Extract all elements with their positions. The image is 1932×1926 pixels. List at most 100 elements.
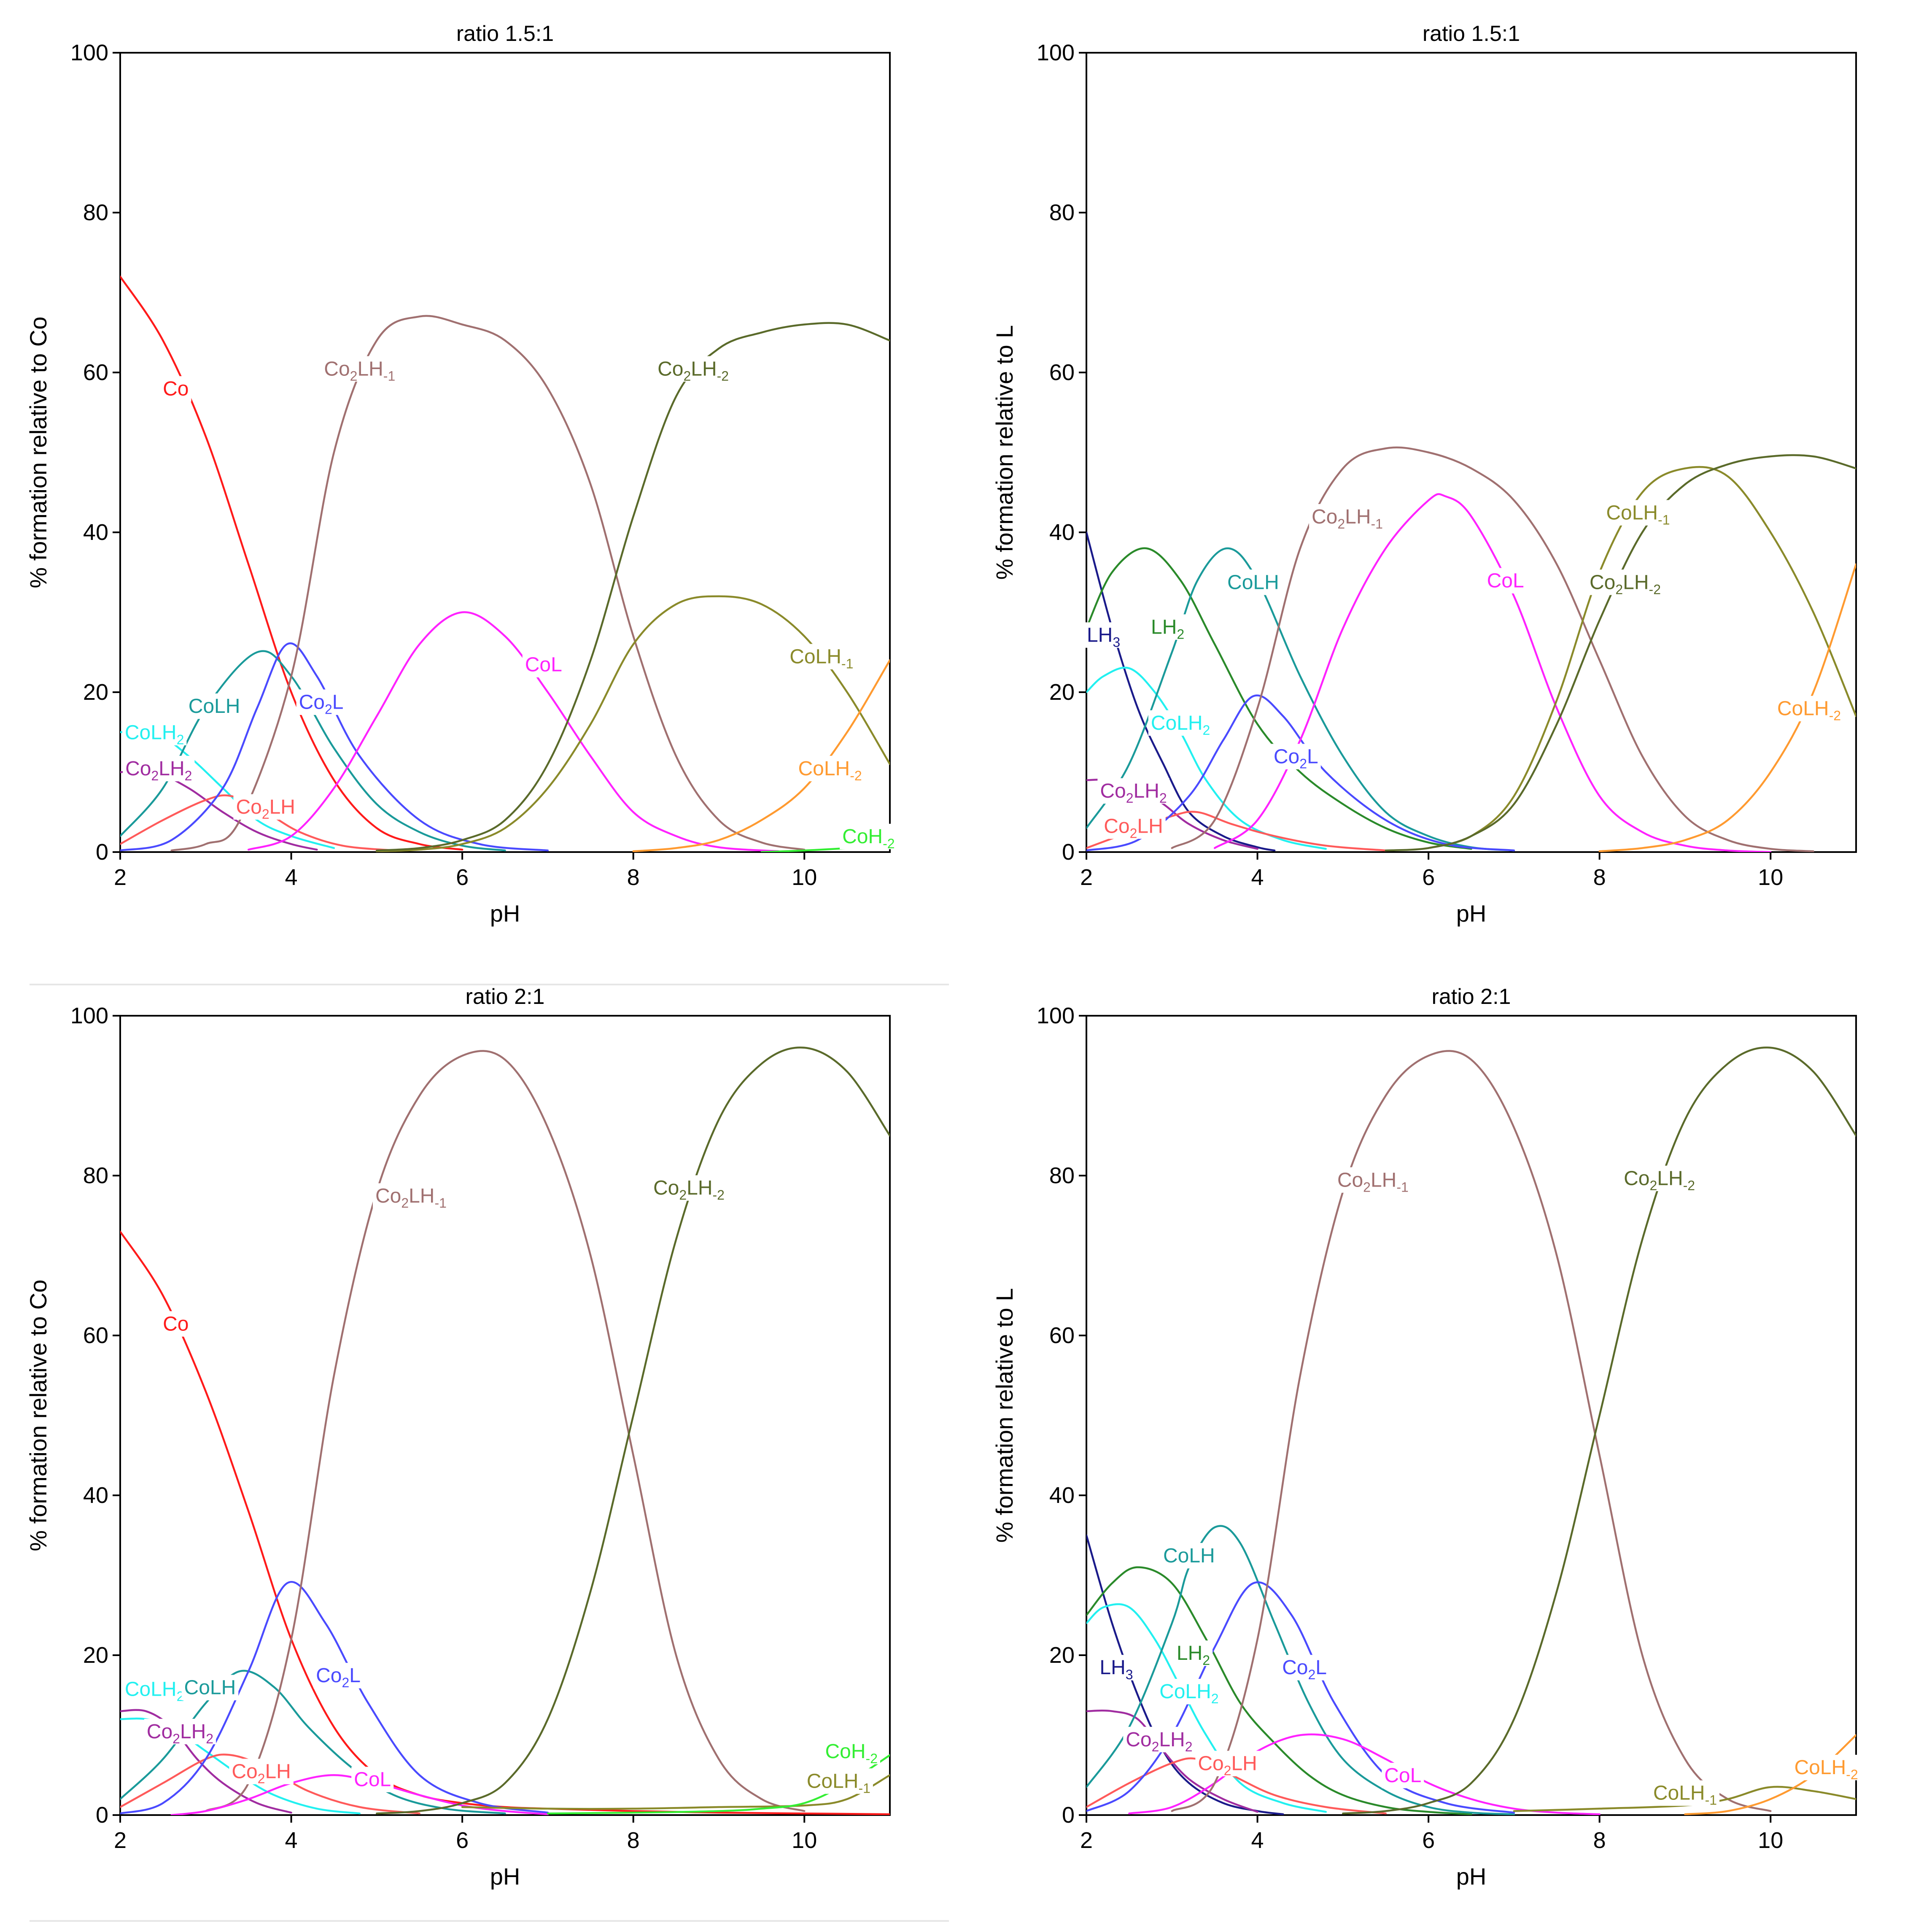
series-line-col bbox=[1128, 1733, 1601, 1815]
series-label-co2l: Co2L bbox=[316, 1664, 361, 1690]
chart-bottom-right: ratio 2:1 0 20 40 60 80 100 2 4 6 8 10 pH % formation… bbox=[966, 963, 1932, 1926]
series-label-colh-2: CoLH-2 bbox=[1794, 1756, 1858, 1782]
plot-frame bbox=[1086, 52, 1857, 853]
y-tick-label: 20 bbox=[83, 1643, 108, 1668]
y-tick-label: 60 bbox=[1049, 1323, 1075, 1348]
chart-bottom-left-svg: ratio 2:1 0 20 40 60 80 100 2 4 6 8 10 pH % formation… bbox=[25, 985, 891, 1890]
x-tick-label: 10 bbox=[1758, 1828, 1783, 1853]
series-label-bg bbox=[650, 1175, 727, 1201]
y-tick-label: 80 bbox=[1049, 200, 1075, 225]
y-tick-label: 100 bbox=[70, 1003, 108, 1028]
x-tick-label: 2 bbox=[114, 1828, 127, 1853]
series-line-co2lh-2 bbox=[1385, 454, 1856, 852]
series-line-colh-1 bbox=[461, 1774, 890, 1810]
series-line-co2lh2 bbox=[120, 1709, 292, 1814]
series-line-colh bbox=[1086, 1525, 1515, 1815]
series-label-bg bbox=[1792, 1755, 1861, 1780]
series-label-col: CoL bbox=[1487, 570, 1524, 592]
series-label-bg bbox=[123, 755, 195, 782]
series-label-co: Co bbox=[163, 378, 189, 400]
x-tick-label: 8 bbox=[627, 1828, 640, 1853]
separator-line bbox=[30, 984, 949, 985]
plot-frame bbox=[119, 1015, 891, 1816]
series-label-bg bbox=[181, 1675, 239, 1700]
x-axis-label: pH bbox=[1456, 900, 1487, 927]
chart-bottom-left: ratio 2:1 0 20 40 60 80 100 2 4 6 8 10 pH % formation… bbox=[0, 963, 966, 1926]
y-tick-label: 60 bbox=[83, 360, 108, 385]
series-label-colh: CoLH bbox=[184, 1677, 236, 1699]
y-tick-label: 0 bbox=[1062, 1802, 1075, 1828]
series-label-co2lh2: Co2LH2 bbox=[1126, 1729, 1192, 1754]
series-line-co2lh-1 bbox=[1171, 446, 1814, 852]
series-line-co bbox=[120, 1230, 890, 1815]
series-label-bg bbox=[229, 1759, 294, 1784]
series-label-lh2: LH2 bbox=[1151, 616, 1184, 642]
y-tick-label: 0 bbox=[96, 839, 108, 865]
series-line-colh-1 bbox=[1427, 466, 1856, 849]
x-tick-label: 8 bbox=[1593, 1828, 1606, 1853]
series-label-bg bbox=[1382, 1763, 1424, 1788]
x-tick-label: 4 bbox=[285, 1828, 298, 1853]
series-line-co2lh-1 bbox=[1171, 1050, 1772, 1812]
series-line-colh-2 bbox=[1598, 563, 1856, 852]
series-label-colh-1: CoLH-1 bbox=[807, 1770, 870, 1796]
x-tick-label: 10 bbox=[792, 1828, 817, 1853]
series-label-colh: CoLH bbox=[1163, 1545, 1215, 1567]
y-tick-label: 80 bbox=[1049, 1163, 1075, 1188]
series-label-bg bbox=[1160, 1543, 1218, 1569]
chart-top-left-svg: ratio 1.5:1 0 20 40 60 80 100 2 4 6 8 10 pH % formati… bbox=[25, 22, 897, 927]
series-label-co2lh-2: Co2LH-2 bbox=[1624, 1167, 1695, 1193]
series-label-bg bbox=[1334, 1167, 1411, 1193]
series-label-bg bbox=[1148, 614, 1187, 640]
series-label-co2l: Co2L bbox=[299, 691, 344, 717]
series-line-co2lh-1 bbox=[170, 315, 806, 852]
y-tick-label: 20 bbox=[1049, 1643, 1075, 1668]
series-line-co2lh2 bbox=[1086, 1710, 1258, 1813]
series-label-bg bbox=[233, 794, 298, 820]
separator-line-bottom bbox=[30, 1920, 949, 1922]
series-line-co2l bbox=[1086, 694, 1515, 852]
series-label-co2lh: Co2LH bbox=[236, 796, 295, 822]
series-label-co2lh2: Co2LH2 bbox=[1100, 780, 1167, 806]
series-label-col: CoL bbox=[354, 1769, 391, 1791]
series-label-coh-2: CoH-2 bbox=[825, 1740, 878, 1766]
chart-title: ratio 1.5:1 bbox=[1423, 22, 1520, 46]
series-label-co2l: Co2L bbox=[1274, 745, 1318, 771]
y-tick-label: 40 bbox=[1049, 1483, 1075, 1508]
series-label-bg bbox=[296, 689, 346, 715]
series-label-co2lh-2: Co2LH-2 bbox=[653, 1177, 725, 1203]
x-tick-label: 4 bbox=[1251, 865, 1264, 890]
series-label-bg bbox=[1587, 569, 1663, 595]
series-label-bg bbox=[795, 755, 865, 782]
series-line-colh2 bbox=[120, 729, 335, 849]
y-tick-label: 0 bbox=[1062, 839, 1075, 865]
series-label-colh2: CoLH2 bbox=[125, 722, 184, 747]
x-tick-label: 10 bbox=[792, 865, 817, 890]
series-line-co2lh-2 bbox=[376, 322, 890, 852]
series-label-co: Co bbox=[163, 1313, 189, 1335]
series-label-bg bbox=[321, 356, 398, 382]
y-tick-label: 40 bbox=[83, 1483, 108, 1508]
series-label-co2lh2: Co2LH2 bbox=[147, 1721, 213, 1746]
series-label-co2lh2: Co2LH2 bbox=[125, 758, 192, 783]
series-line-col bbox=[247, 611, 780, 852]
series-label-colh2: CoLH2 bbox=[1151, 712, 1210, 738]
x-tick-label: 4 bbox=[1251, 1828, 1264, 1853]
series-label-bg bbox=[1174, 1640, 1213, 1666]
x-tick-label: 6 bbox=[1422, 1828, 1435, 1853]
series-label-bg bbox=[1774, 696, 1844, 722]
series-label-colh2: CoLH2 bbox=[125, 1678, 184, 1704]
series-line-colh-2 bbox=[632, 659, 890, 852]
x-tick-label: 6 bbox=[1422, 865, 1435, 890]
series-label-bg bbox=[1225, 569, 1282, 595]
y-tick-label: 20 bbox=[83, 680, 108, 705]
series-line-lh2 bbox=[1086, 1566, 1472, 1815]
x-tick-label: 4 bbox=[285, 865, 298, 890]
series-label-co2lh-2: Co2LH-2 bbox=[1590, 571, 1661, 597]
x-axis-label: pH bbox=[1456, 1863, 1487, 1890]
series-label-co2l: Co2L bbox=[1282, 1656, 1327, 1682]
chart-top-right-svg: ratio 1.5:1 0 20 40 60 80 100 2 4 6 8 10 pH % formati… bbox=[991, 22, 1857, 927]
series-label-bg bbox=[804, 1768, 873, 1794]
series-label-co2lh-2: Co2LH-2 bbox=[657, 358, 729, 383]
y-tick-label: 60 bbox=[1049, 360, 1075, 385]
